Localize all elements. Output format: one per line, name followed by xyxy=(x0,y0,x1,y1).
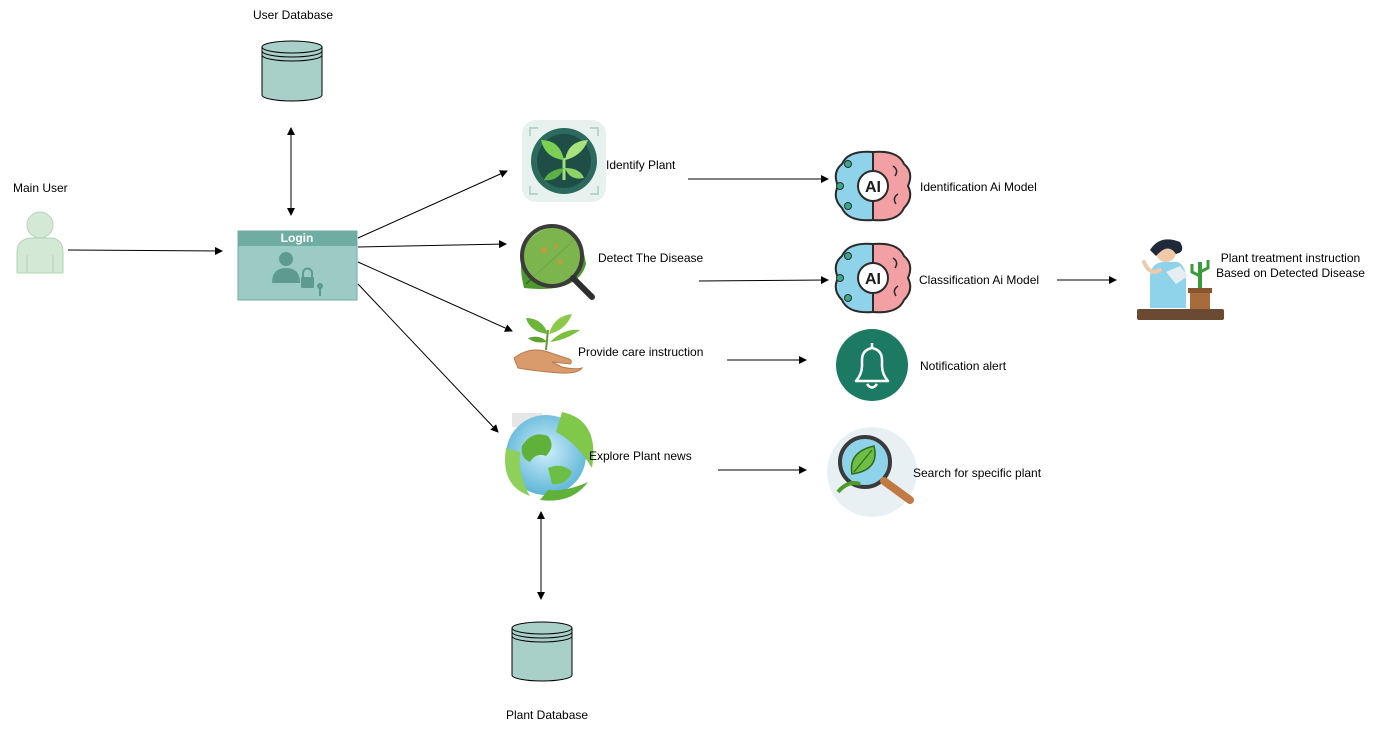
arrow-login-care xyxy=(357,261,513,332)
search-plant-label: Search for specific plant xyxy=(913,466,1042,480)
arrow-login-explore xyxy=(357,283,499,433)
plant-scan-icon[interactable] xyxy=(522,120,606,202)
plant-database-label: Plant Database xyxy=(506,708,589,722)
arrow-login-identify xyxy=(357,170,508,239)
leaf-magnifier-icon[interactable] xyxy=(520,224,595,300)
bell-icon[interactable] xyxy=(836,329,908,401)
arrow-detect-model xyxy=(698,276,829,285)
main-user-icon[interactable] xyxy=(16,211,64,274)
care-instruction-label: Provide care instruction xyxy=(578,345,704,359)
identify-plant-label: Identify Plant xyxy=(606,158,676,172)
globe-leaf-icon[interactable] xyxy=(505,412,594,501)
arrow-user-login xyxy=(67,246,223,255)
user-database-icon[interactable] xyxy=(261,40,323,102)
detect-disease-label: Detect The Disease xyxy=(598,251,704,265)
classification-model-label: Classification Ai Model xyxy=(919,273,1040,287)
gardener-watering-icon[interactable] xyxy=(1137,239,1224,320)
notification-label: Notification alert xyxy=(920,359,1007,373)
user-database-label: User Database xyxy=(253,8,334,22)
login-box[interactable]: Login xyxy=(237,230,358,301)
search-leaf-icon[interactable] xyxy=(827,427,917,517)
arrow-login-detect xyxy=(357,240,507,249)
login-title: Login xyxy=(281,231,314,245)
ai-badge-text: AI xyxy=(865,179,881,196)
plant-database-icon[interactable] xyxy=(511,621,573,682)
connectors xyxy=(67,127,1117,600)
login-lock-icon xyxy=(272,252,323,296)
treatment-label-line2: Based on Detected Disease xyxy=(1216,266,1365,280)
main-user-label: Main User xyxy=(13,181,68,195)
hand-plant-icon[interactable] xyxy=(513,314,584,374)
identification-model-label: Identification Ai Model xyxy=(920,180,1037,194)
treatment-label-line1: Plant treatment instruction xyxy=(1220,251,1361,265)
ai-brain-icon-classification[interactable]: AI xyxy=(834,242,912,314)
explore-news-label: Explore Plant news xyxy=(589,449,692,463)
ai-brain-icon-identification[interactable]: AI xyxy=(834,150,912,222)
ai-badge-text: AI xyxy=(865,271,881,288)
